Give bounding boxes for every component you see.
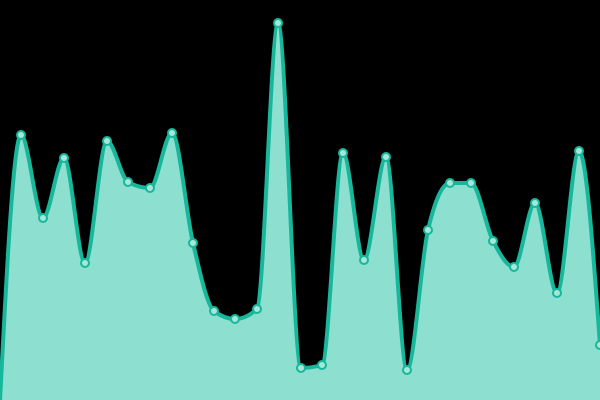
data-point-marker[interactable]: [80, 258, 90, 268]
data-point-marker[interactable]: [338, 148, 348, 158]
data-point-marker[interactable]: [296, 363, 306, 373]
data-point-marker[interactable]: [188, 238, 198, 248]
data-point-marker[interactable]: [402, 365, 412, 375]
data-point-marker[interactable]: [16, 130, 26, 140]
data-point-marker[interactable]: [317, 360, 327, 370]
data-point-marker[interactable]: [381, 152, 391, 162]
data-point-marker[interactable]: [145, 183, 155, 193]
data-point-marker[interactable]: [595, 340, 600, 350]
data-point-marker[interactable]: [445, 178, 455, 188]
area-fill: [0, 23, 600, 400]
data-point-marker[interactable]: [230, 314, 240, 324]
data-point-marker[interactable]: [488, 236, 498, 246]
data-point-marker[interactable]: [38, 213, 48, 223]
data-point-marker[interactable]: [167, 128, 177, 138]
data-point-marker[interactable]: [252, 304, 262, 314]
data-point-marker[interactable]: [530, 198, 540, 208]
data-point-marker[interactable]: [574, 146, 584, 156]
data-point-marker[interactable]: [273, 18, 283, 28]
data-point-marker[interactable]: [209, 306, 219, 316]
data-point-marker[interactable]: [552, 288, 562, 298]
data-point-marker[interactable]: [423, 225, 433, 235]
data-point-marker[interactable]: [59, 153, 69, 163]
data-point-marker[interactable]: [359, 255, 369, 265]
data-point-marker[interactable]: [509, 262, 519, 272]
data-point-marker[interactable]: [123, 177, 133, 187]
data-point-marker[interactable]: [102, 136, 112, 146]
data-point-marker[interactable]: [466, 178, 476, 188]
